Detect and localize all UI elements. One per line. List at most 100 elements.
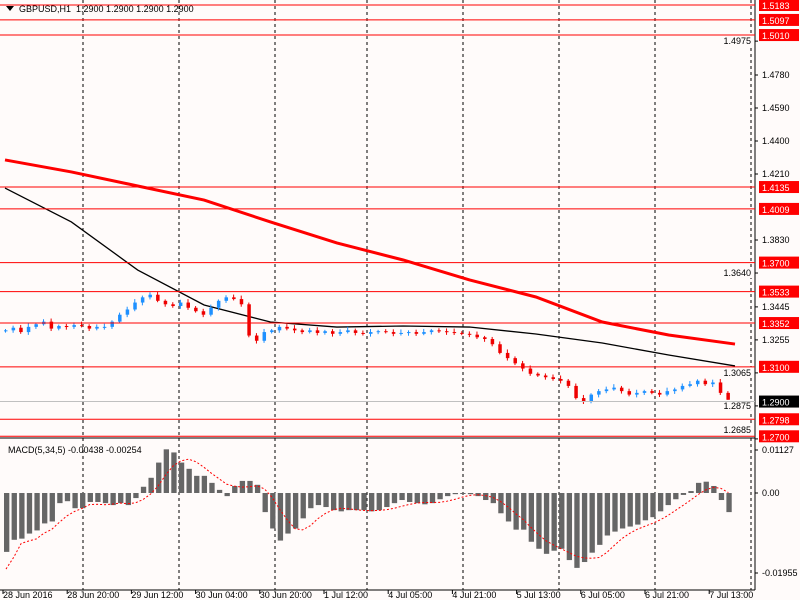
time-tick-label: 30 Jun 04:00	[196, 590, 248, 600]
candle-bearish	[163, 300, 168, 305]
macd-histogram-bar	[87, 493, 93, 502]
candle-bullish	[308, 330, 312, 333]
time-tick-label: 6 Jul 05:00	[581, 590, 625, 600]
candle-bullish	[209, 307, 213, 315]
macd-histogram-bar	[57, 493, 63, 504]
macd-histogram-bar	[300, 493, 306, 519]
macd-histogram-bar	[118, 493, 124, 504]
macd-histogram-bar	[148, 477, 154, 493]
time-tick-label: 6 Jul 21:00	[645, 590, 689, 600]
macd-histogram-bar	[292, 493, 299, 529]
macd-histogram-bar	[581, 493, 588, 563]
macd-histogram-bar	[551, 493, 557, 551]
price-tick-label-bg	[719, 366, 752, 378]
macd-histogram-bar	[505, 493, 512, 522]
candle-bearish	[536, 373, 540, 376]
level-label: 1.3533	[762, 288, 790, 298]
macd-histogram-bar	[627, 493, 633, 527]
candle-bearish	[467, 333, 472, 335]
candle-bearish	[498, 344, 502, 353]
candle-bearish	[475, 334, 479, 338]
macd-tick-label: 0.00	[762, 488, 780, 498]
candle-bearish	[232, 297, 236, 300]
candle-bearish	[201, 311, 206, 315]
time-tick-label: 29 Jun 12:00	[131, 590, 183, 600]
macd-histogram-bar	[80, 493, 86, 509]
macd-histogram-bar	[650, 493, 656, 518]
candle-bearish	[80, 325, 84, 327]
macd-title: MACD(5,34,5) -0.00438 -0.00254	[8, 445, 142, 455]
candle-bearish	[490, 339, 495, 345]
chart-title: GBPUSD,H1 1.2900 1.2900 1.2900 1.2900	[6, 4, 194, 14]
macd-histogram-bar	[528, 493, 535, 542]
candle-bearish	[650, 391, 654, 393]
macd-histogram-bar	[353, 493, 360, 511]
candle-bearish	[391, 332, 396, 334]
macd-histogram-bar	[483, 493, 489, 501]
candle-bearish	[445, 331, 449, 333]
candle-bullish	[178, 302, 183, 307]
candle-bullish	[688, 384, 692, 386]
symbol-label: GBPUSD,H1	[19, 4, 72, 14]
macd-histogram-bar	[133, 493, 139, 499]
level-label: 1.4135	[762, 183, 790, 193]
macd-histogram-bar	[209, 482, 215, 493]
macd-histogram-bar	[589, 493, 595, 553]
macd-histogram-bar	[711, 485, 717, 493]
candle-bullish	[635, 392, 639, 395]
dropdown-triangle-icon[interactable]	[6, 6, 14, 11]
candle-bullish	[429, 330, 434, 333]
level-label: 1.2798	[762, 415, 790, 425]
macd-histogram-bar	[285, 493, 291, 534]
candle-bullish	[665, 391, 670, 395]
candle-bearish	[581, 398, 586, 402]
candle-bullish	[262, 332, 267, 341]
level-label-bg	[759, 0, 799, 11]
macd-histogram-bar	[277, 493, 284, 541]
macd-histogram-bar	[232, 485, 238, 493]
price-tick-label-bg	[719, 35, 752, 47]
macd-tick-label: -0.01955	[762, 568, 798, 578]
macd-histogram-bar	[49, 493, 55, 522]
candle-bearish	[574, 385, 578, 399]
time-tick-label: 1 Jul 12:00	[324, 590, 368, 600]
candle-bearish	[528, 368, 533, 374]
macd-histogram-bar	[247, 480, 253, 493]
price-tick-label: 1.4400	[762, 136, 790, 146]
candle-bearish	[437, 330, 441, 332]
moving-average-slow	[4, 158, 736, 346]
macd-histogram-bar	[665, 493, 671, 506]
macd-histogram-bar	[703, 481, 709, 493]
macd-histogram-bar	[102, 493, 109, 504]
candle-bullish	[376, 331, 381, 333]
price-tick-label: 1.2685	[723, 425, 751, 435]
macd-histogram-bar	[695, 482, 702, 493]
macd-histogram-bar	[376, 493, 382, 511]
price-tick-label-bg	[719, 267, 752, 279]
candle-bearish	[186, 302, 190, 308]
macd-histogram-bar	[361, 493, 367, 511]
macd-histogram-bar	[498, 493, 504, 514]
candle-bearish	[483, 337, 487, 340]
macd-histogram-bar	[521, 493, 527, 530]
macd-histogram-bar	[566, 493, 573, 561]
time-tick-label: 4 Jul 05:00	[388, 590, 432, 600]
candle-bearish	[353, 330, 358, 333]
macd-histogram-bar	[407, 493, 413, 502]
macd-histogram-bar	[467, 493, 474, 495]
macd-histogram-bar	[140, 486, 147, 493]
candle-bearish	[156, 294, 160, 301]
macd-histogram-bar	[34, 493, 40, 531]
candle-bullish	[26, 326, 31, 333]
macd-histogram-bar	[612, 493, 618, 532]
price-tick-label: 1.4590	[762, 103, 790, 113]
macd-histogram-bar	[216, 489, 223, 493]
macd-histogram-bar	[11, 493, 17, 540]
candle-bearish	[414, 332, 419, 334]
candle-bearish	[619, 387, 624, 392]
level-label: 1.3100	[762, 363, 790, 373]
macd-histogram-bar	[26, 493, 33, 534]
candle-bearish	[300, 330, 305, 333]
macd-histogram-bar	[156, 462, 162, 493]
